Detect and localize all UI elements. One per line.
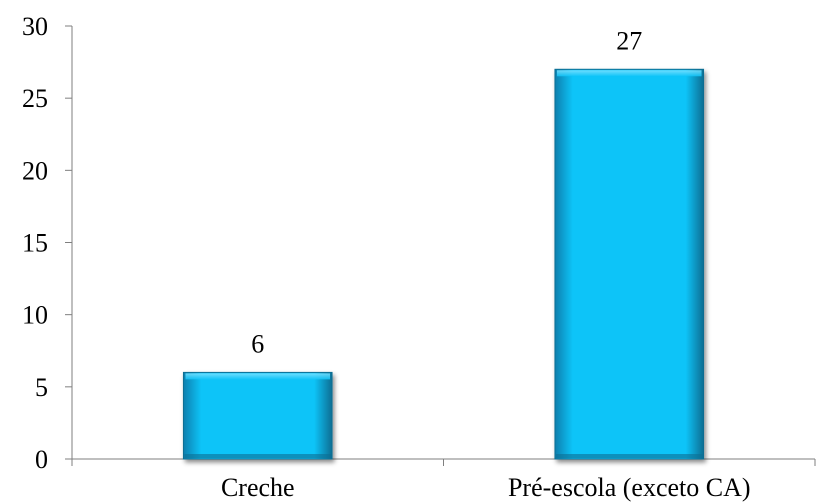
bar — [554, 68, 705, 460]
y-tick-label: 0 — [35, 445, 48, 474]
y-tick-label: 20 — [22, 156, 48, 185]
bar-top-bevel — [556, 70, 702, 77]
bar-body — [554, 68, 705, 460]
bar-bottom-bevel — [184, 454, 332, 458]
y-tick-label: 25 — [22, 84, 48, 113]
y-tick-label: 5 — [35, 373, 48, 402]
bar — [182, 371, 333, 460]
x-category-label: Pré-escola (exceto CA) — [508, 473, 751, 502]
y-tick-label: 30 — [22, 12, 48, 41]
bar-bottom-bevel — [555, 454, 703, 458]
plot-area: 0 5 10 15 20 25 30 6 Creche 27 Pré-escola (exceto … — [22, 12, 816, 502]
bar-data-label: 6 — [251, 329, 264, 358]
y-tick-label: 15 — [22, 229, 48, 258]
bar-body — [182, 371, 333, 460]
bar-top-bevel — [185, 373, 331, 380]
x-category-label: Creche — [221, 473, 295, 502]
bar-data-label: 27 — [616, 26, 642, 55]
y-tick-label: 10 — [22, 301, 48, 330]
